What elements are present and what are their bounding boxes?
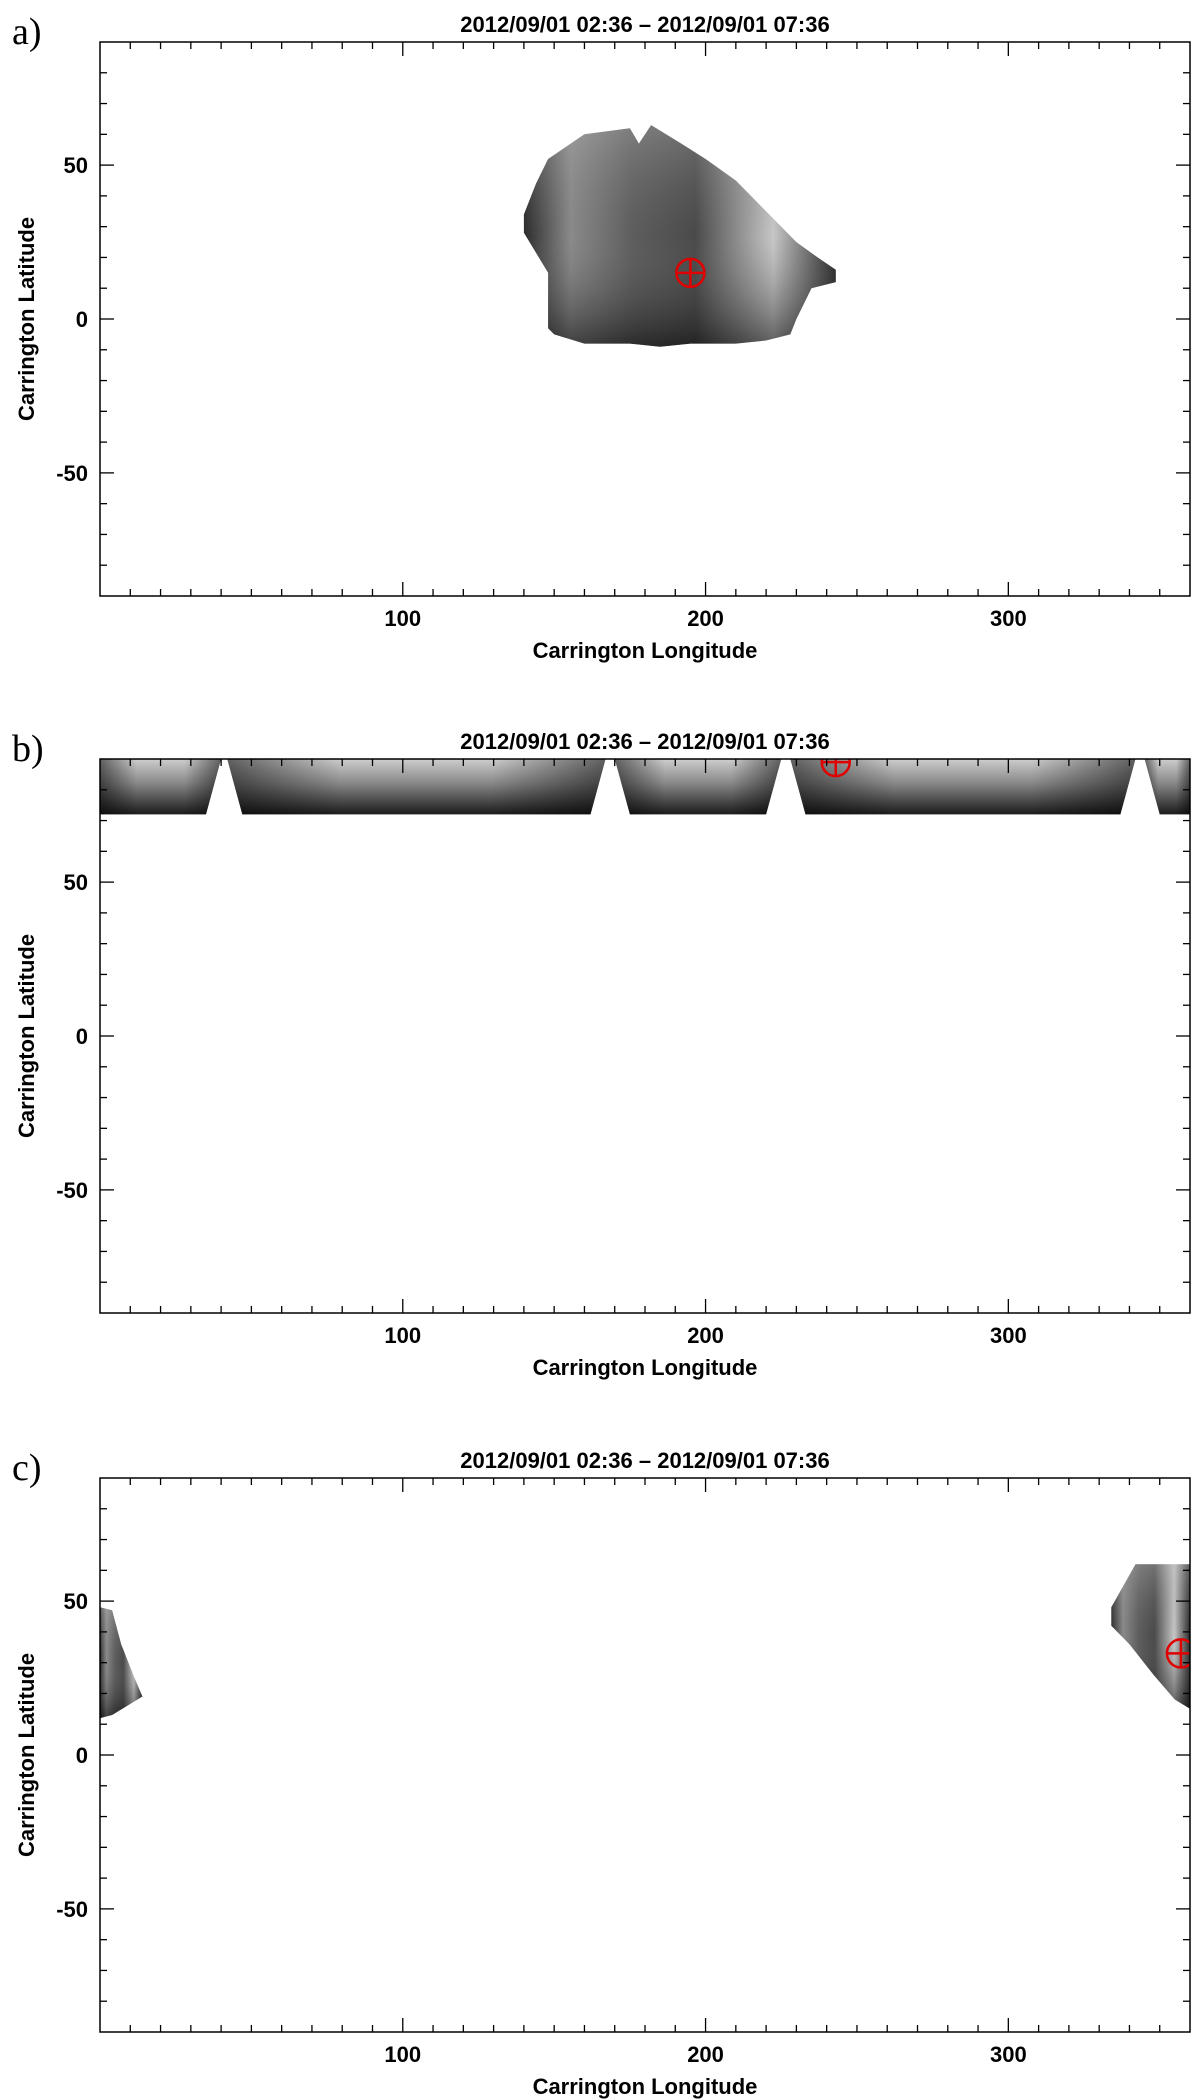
x-tick-label: 200 bbox=[687, 606, 724, 631]
y-tick-label: -50 bbox=[56, 1178, 88, 1203]
region-4-shade bbox=[790, 759, 1136, 815]
y-tick-label: 0 bbox=[76, 1743, 88, 1768]
panel-title: 2012/09/01 02:36 – 2012/09/01 07:36 bbox=[460, 12, 829, 37]
y-tick-label: 50 bbox=[64, 870, 88, 895]
panel-letter: c) bbox=[12, 1447, 42, 1489]
y-ticks bbox=[100, 72, 1190, 566]
y-tick-label: 50 bbox=[64, 1589, 88, 1614]
x-tick-label: 100 bbox=[384, 606, 421, 631]
x-axis-label: Carrington Longitude bbox=[533, 1355, 758, 1380]
y-tick-label: 50 bbox=[64, 153, 88, 178]
x-tick-label: 200 bbox=[687, 1323, 724, 1348]
x-tick-label: 300 bbox=[990, 1323, 1027, 1348]
region-5-shade bbox=[1144, 759, 1190, 815]
panel-2: 100 200 300 50 0 -50 2012/09/01 02:36 – 2012/0… bbox=[12, 728, 1191, 1380]
x-tick-label: 200 bbox=[687, 2042, 724, 2067]
plot-frame bbox=[99, 1477, 1191, 2033]
panel-letter: a) bbox=[12, 11, 42, 53]
centroid-marker bbox=[675, 257, 706, 289]
region-group bbox=[100, 1564, 1190, 1719]
x-ticks bbox=[129, 1478, 1161, 2032]
x-ticks bbox=[129, 759, 1161, 1313]
y-tick-label: -50 bbox=[56, 1897, 88, 1922]
x-axis-label: Carrington Longitude bbox=[533, 2074, 758, 2099]
centroid-marker bbox=[1165, 1638, 1190, 1669]
region-1-shade bbox=[100, 759, 222, 815]
region-group bbox=[523, 125, 836, 347]
plot-frame bbox=[99, 758, 1191, 1314]
region-2-shade bbox=[227, 759, 606, 815]
panel-3: 100 200 300 50 0 -50 2012/09/01 02:36 – 2012/0… bbox=[12, 1447, 1191, 2099]
y-axis-label: Carrington Latitude bbox=[14, 1653, 39, 1857]
x-tick-label: 100 bbox=[384, 2042, 421, 2067]
x-axis-label: Carrington Longitude bbox=[533, 638, 758, 663]
region-1-shade bbox=[100, 1607, 143, 1719]
region-2-shade bbox=[1111, 1564, 1190, 1709]
panel-1: 100 200 300 50 0 -50 2012/09/01 02:36 – 2012/0… bbox=[12, 11, 1191, 663]
y-tick-label: 0 bbox=[76, 1024, 88, 1049]
panel-letter: b) bbox=[12, 728, 44, 770]
y-tick-label: 0 bbox=[76, 307, 88, 332]
y-ticks bbox=[100, 1508, 1190, 2002]
panel-title: 2012/09/01 02:36 – 2012/09/01 07:36 bbox=[460, 729, 829, 754]
region-3-shade bbox=[614, 759, 782, 815]
y-axis-label: Carrington Latitude bbox=[14, 934, 39, 1138]
x-tick-label: 100 bbox=[384, 1323, 421, 1348]
x-tick-label: 300 bbox=[990, 606, 1027, 631]
region-group bbox=[100, 759, 1190, 815]
x-ticks bbox=[129, 42, 1161, 596]
y-axis-label: Carrington Latitude bbox=[14, 217, 39, 421]
region-1-shade bbox=[523, 125, 836, 347]
y-ticks bbox=[100, 789, 1190, 1283]
panel-title: 2012/09/01 02:36 – 2012/09/01 07:36 bbox=[460, 1448, 829, 1473]
y-tick-label: -50 bbox=[56, 461, 88, 486]
x-tick-label: 300 bbox=[990, 2042, 1027, 2067]
